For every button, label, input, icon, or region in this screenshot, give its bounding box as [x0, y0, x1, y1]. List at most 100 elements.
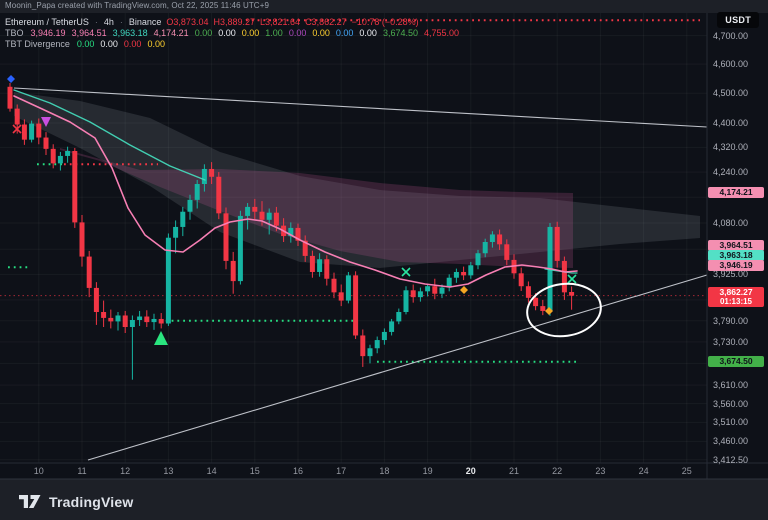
signal-triangle-up-marker: [154, 331, 168, 345]
purple-cloud: [60, 148, 573, 268]
price-floating-label: 4,174.21: [708, 187, 764, 198]
candle-body: [497, 234, 503, 245]
time-tick-label: 16: [292, 466, 303, 476]
tbo-value: 3,674.50: [382, 28, 418, 38]
price-tick-label: 3,925.00: [713, 269, 749, 280]
candle-body: [417, 291, 423, 298]
candle-body: [446, 277, 452, 288]
time-tick-label: 25: [681, 466, 692, 476]
tbo-indicator-label: TBO: [5, 28, 24, 38]
signal-x-marker: [401, 267, 411, 277]
symbol-info-row[interactable]: Ethereum / TetherUS · 4h · Binance O3,873.04 H…: [5, 17, 459, 28]
price-tick-label: 4,080.00: [713, 218, 749, 229]
price-tick-label: 3,730.00: [713, 336, 749, 347]
candle-body: [525, 286, 531, 298]
price-floating-label: 3,963.18: [708, 250, 764, 261]
candle-body: [324, 259, 330, 279]
tbo-indicator-values: 3,946.19 3,964.51 3,963.18 4,174.21 0.00 0.00…: [31, 28, 460, 39]
candle-body: [137, 316, 143, 321]
price-tick-label: 4,600.00: [713, 59, 749, 70]
time-tick-label: 23: [595, 466, 606, 476]
candle-body: [173, 226, 179, 238]
tbo-value: 0.00: [288, 28, 307, 38]
drawing-ellipse[interactable]: [524, 279, 605, 341]
time-tick-label: 10: [33, 466, 44, 476]
candle-body: [7, 86, 13, 109]
bar-countdown: 01:13:15: [719, 297, 753, 306]
exchange-label: Binance: [128, 17, 162, 27]
tbt-indicator-label: TBT Divergence: [5, 39, 70, 49]
candle-body: [266, 212, 272, 220]
signal-triangle-down-marker: [41, 117, 51, 127]
candle-body: [389, 321, 395, 332]
price-tick-label: 3,610.00: [713, 380, 749, 391]
interval-label: 4h: [103, 17, 114, 27]
tradingview-footer[interactable]: TradingView: [18, 493, 133, 511]
candle-body: [259, 211, 265, 220]
candle-body: [29, 123, 35, 140]
time-tick-label: 12: [120, 466, 131, 476]
separator: ·: [94, 17, 98, 27]
tbo-value: 3,946.19: [30, 28, 66, 38]
candle-body: [540, 306, 546, 311]
candle-body: [237, 215, 243, 282]
tbo-pink-ma-line: [13, 95, 578, 288]
candle-body: [151, 318, 157, 323]
ascending-trendline[interactable]: [87, 274, 708, 461]
candle-body: [425, 286, 431, 292]
tbo-teal-ma-line: [13, 89, 206, 181]
tbt-value: 0.00: [76, 39, 95, 49]
signal-x-marker: [12, 124, 22, 134]
candle-body: [345, 275, 351, 301]
candle-body: [504, 244, 510, 260]
candle-body: [194, 184, 200, 200]
change-value: −10.78 (−0.28%): [351, 17, 419, 27]
time-tick-label: 15: [249, 466, 260, 476]
candle-body: [201, 168, 207, 185]
time-tick-label: 11: [77, 466, 87, 476]
candle-body: [122, 315, 128, 328]
candle-body: [381, 331, 387, 341]
tbo-value: 0.00: [218, 28, 236, 38]
descending-trendline[interactable]: [13, 87, 708, 128]
candle-body: [309, 255, 315, 272]
tbt-indicator-values: 0.00 0.00 0.00 0.00: [77, 39, 165, 50]
candle-body: [360, 335, 366, 357]
indicator-row-tbo[interactable]: TBO 3,946.19 3,964.51 3,963.18 4,174.21 0.00…: [5, 28, 459, 39]
candle-body: [403, 290, 409, 312]
indicator-row-tbt[interactable]: TBT Divergence 0.00 0.00 0.00 0.00: [5, 39, 459, 50]
attribution-text: Moonin_Papa created with TradingView.com…: [5, 1, 270, 10]
signal-diamond-marker: [7, 75, 15, 83]
candle-body: [50, 148, 56, 164]
price-label-value: 4,174.21: [719, 187, 753, 197]
candle-body: [533, 297, 539, 307]
candle-body: [353, 275, 359, 336]
candle-body: [230, 260, 236, 282]
time-tick-label: 24: [638, 466, 649, 476]
price-floating-label: 3,946.19: [708, 260, 764, 271]
candle-body: [86, 256, 92, 288]
price-label-value: 3,862.27: [719, 287, 753, 297]
price-tick-label: 4,400.00: [713, 118, 749, 128]
price-floating-label: 3,862.27 01:13:15: [708, 287, 764, 307]
candle-body: [209, 168, 215, 177]
separator: ·: [119, 17, 123, 27]
signal-diamond-marker: [545, 307, 553, 315]
gray-cloud: [14, 92, 700, 268]
time-tick-label: 13: [163, 466, 174, 476]
price-label-value: 3,963.18: [719, 250, 753, 260]
candle-body: [288, 227, 294, 237]
tradingview-logo-icon: [19, 495, 41, 508]
time-tick-label: 18: [379, 466, 390, 476]
candle-body: [14, 108, 20, 125]
tbo-value: 4,174.21: [153, 28, 189, 38]
tbo-value: 4,755.00: [424, 28, 460, 38]
price-floating-label: 3,674.50: [708, 356, 764, 367]
tradingview-brand-text: TradingView: [49, 494, 134, 510]
currency-toggle-button[interactable]: USDT: [717, 12, 759, 28]
candle-body: [65, 151, 71, 156]
tbo-value: 1.00: [265, 28, 283, 38]
candle-body: [468, 265, 474, 276]
candle-body: [187, 199, 193, 212]
